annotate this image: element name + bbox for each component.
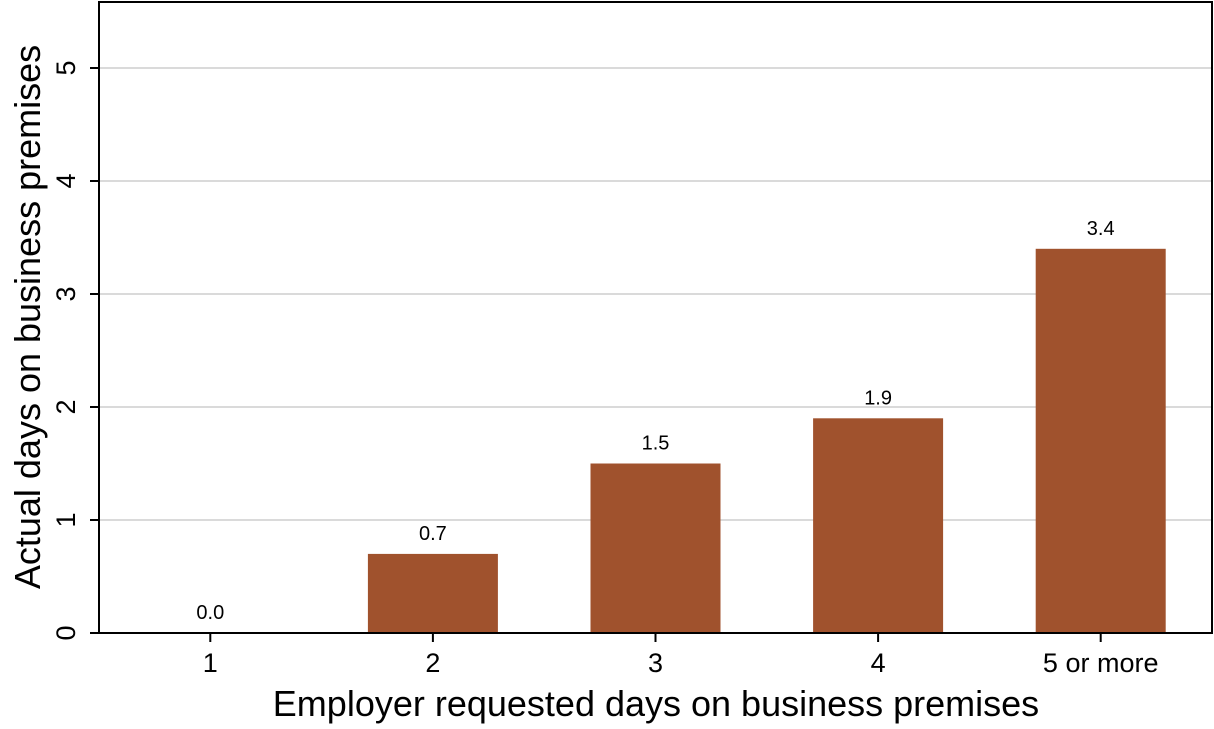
x-axis-ticks: 1 2 3 4 5 or more bbox=[203, 633, 1159, 678]
data-label: 1.9 bbox=[864, 387, 892, 409]
data-labels: 0.0 0.7 1.5 1.9 3.4 bbox=[196, 218, 1114, 624]
y-tick-label: 0 bbox=[51, 625, 81, 640]
x-tick-label: 2 bbox=[425, 648, 440, 678]
bars bbox=[367, 248, 1166, 634]
y-axis-title: Actual days on business premises bbox=[7, 45, 48, 589]
data-label: 0.7 bbox=[419, 523, 447, 545]
y-tick-label: 2 bbox=[51, 399, 81, 414]
x-tick-label: 5 or more bbox=[1043, 648, 1159, 678]
y-tick-label: 4 bbox=[51, 173, 81, 188]
gridlines bbox=[99, 67, 1212, 521]
x-tick-label: 1 bbox=[203, 648, 218, 678]
y-tick-label: 5 bbox=[51, 60, 81, 75]
y-tick-label: 1 bbox=[51, 512, 81, 527]
bar bbox=[813, 418, 944, 633]
x-tick-label: 3 bbox=[648, 648, 663, 678]
bar bbox=[367, 553, 498, 633]
bar bbox=[590, 463, 721, 633]
data-label: 0.0 bbox=[196, 602, 224, 624]
data-label: 3.4 bbox=[1087, 218, 1115, 240]
x-axis-title: Employer requested days on business prem… bbox=[273, 683, 1039, 724]
y-tick-label: 3 bbox=[51, 286, 81, 301]
y-axis-ticks: 0 1 2 3 4 5 bbox=[51, 60, 99, 641]
x-tick-label: 4 bbox=[871, 648, 886, 678]
bar bbox=[1035, 248, 1166, 634]
data-label: 1.5 bbox=[642, 433, 670, 455]
